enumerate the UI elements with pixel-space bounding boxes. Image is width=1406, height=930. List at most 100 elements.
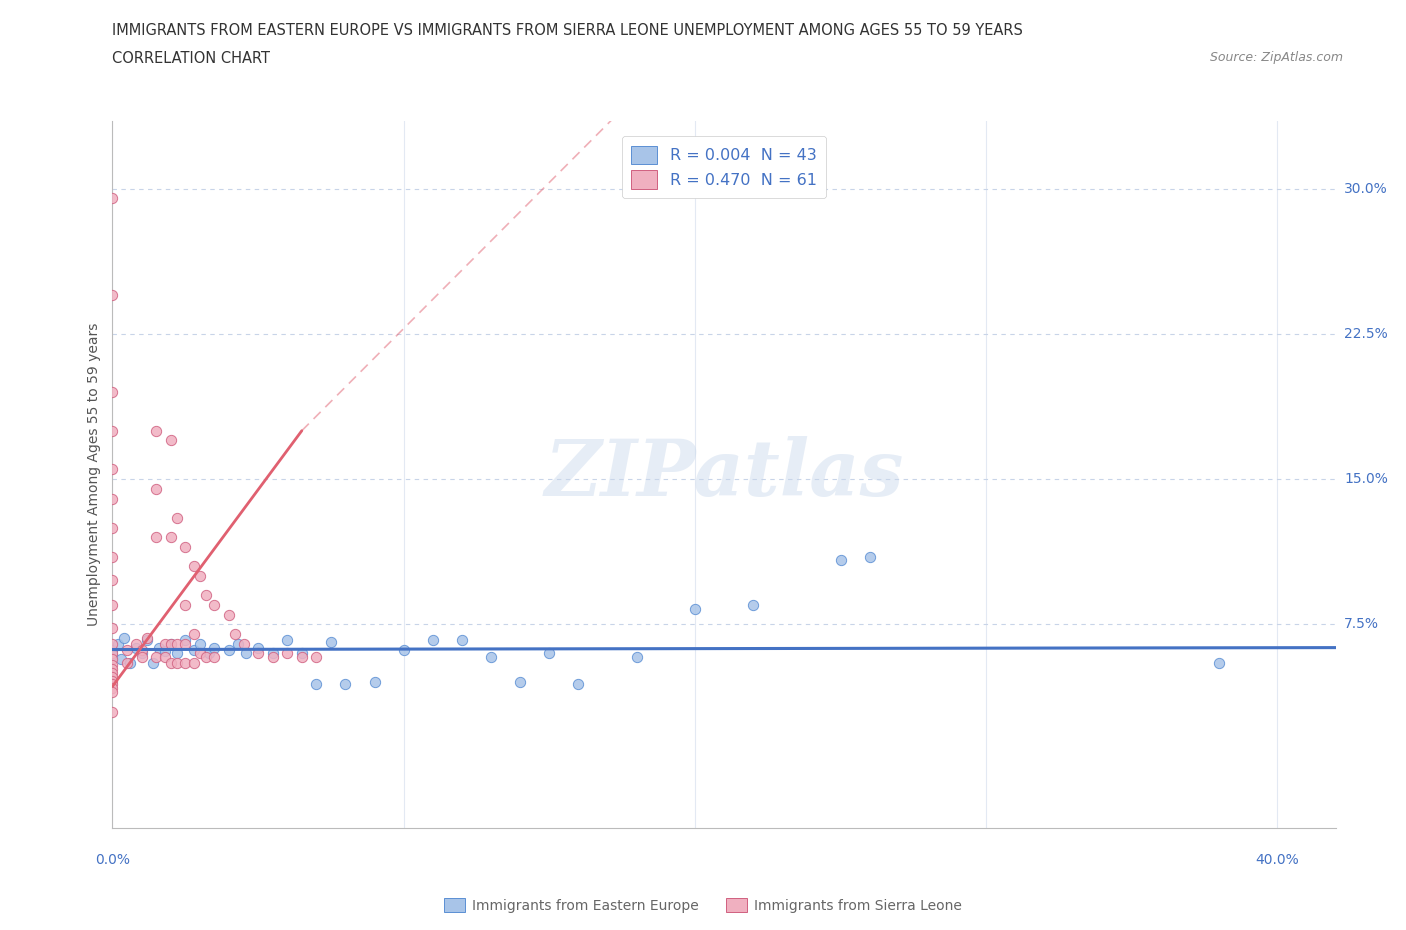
Point	[136, 631, 159, 645]
Point	[232, 636, 254, 651]
Point	[188, 636, 211, 651]
Point	[136, 632, 159, 647]
Point	[218, 607, 240, 622]
Point	[101, 646, 124, 661]
Text: Source: ZipAtlas.com: Source: ZipAtlas.com	[1209, 51, 1343, 64]
Point	[194, 650, 217, 665]
Point	[107, 636, 129, 651]
Point	[335, 677, 357, 692]
Point	[683, 602, 706, 617]
Point	[166, 636, 188, 651]
Point	[101, 684, 124, 699]
Point	[204, 640, 226, 655]
Point	[166, 656, 188, 671]
Point	[276, 646, 298, 661]
Point	[188, 646, 211, 661]
Point	[262, 646, 284, 661]
Point	[101, 572, 124, 587]
Point	[101, 673, 124, 688]
Point	[159, 433, 181, 448]
Point	[262, 650, 284, 665]
Point	[247, 640, 270, 655]
Point	[166, 646, 188, 661]
Point	[101, 642, 124, 657]
Y-axis label: Unemployment Among Ages 55 to 59 years: Unemployment Among Ages 55 to 59 years	[87, 323, 101, 626]
Point	[451, 632, 474, 647]
Point	[276, 632, 298, 647]
Text: CORRELATION CHART: CORRELATION CHART	[112, 51, 270, 66]
Point	[197, 646, 219, 661]
Point	[305, 650, 328, 665]
Point	[1208, 656, 1230, 671]
Point	[101, 520, 124, 535]
Text: 30.0%: 30.0%	[1344, 181, 1388, 195]
Point	[101, 670, 124, 684]
Point	[115, 656, 138, 671]
Point	[538, 646, 561, 661]
Point	[131, 646, 153, 661]
Point	[166, 511, 188, 525]
Point	[112, 631, 135, 645]
Point	[101, 491, 124, 506]
Point	[183, 627, 205, 642]
Point	[142, 656, 165, 671]
Text: 22.5%: 22.5%	[1344, 327, 1388, 341]
Point	[479, 650, 502, 665]
Point	[118, 656, 141, 671]
Point	[153, 636, 176, 651]
Point	[153, 650, 176, 665]
Text: 0.0%: 0.0%	[96, 853, 129, 867]
Point	[115, 642, 138, 657]
Point	[148, 640, 170, 655]
Legend: Immigrants from Eastern Europe, Immigrants from Sierra Leone: Immigrants from Eastern Europe, Immigran…	[439, 893, 967, 919]
Point	[101, 636, 124, 651]
Point	[218, 642, 240, 657]
Point	[174, 656, 197, 671]
Point	[125, 640, 148, 655]
Point	[291, 650, 314, 665]
Point	[363, 675, 385, 690]
Point	[509, 675, 531, 690]
Point	[125, 636, 148, 651]
Point	[145, 423, 167, 438]
Point	[226, 636, 249, 651]
Point	[859, 549, 882, 564]
Text: 7.5%: 7.5%	[1344, 618, 1379, 631]
Point	[626, 650, 648, 665]
Point	[101, 665, 124, 680]
Point	[101, 652, 124, 667]
Point	[145, 530, 167, 545]
Point	[145, 482, 167, 497]
Legend: R = 0.004  N = 43, R = 0.470  N = 61: R = 0.004 N = 43, R = 0.470 N = 61	[621, 136, 827, 198]
Point	[247, 646, 270, 661]
Point	[101, 661, 124, 676]
Point	[145, 650, 167, 665]
Point	[101, 191, 124, 206]
Point	[174, 636, 197, 651]
Text: ZIPatlas: ZIPatlas	[544, 436, 904, 512]
Point	[159, 656, 181, 671]
Point	[567, 677, 589, 692]
Point	[174, 632, 197, 647]
Point	[131, 642, 153, 657]
Point	[101, 423, 124, 438]
Point	[204, 650, 226, 665]
Point	[392, 642, 415, 657]
Point	[183, 656, 205, 671]
Text: IMMIGRANTS FROM EASTERN EUROPE VS IMMIGRANTS FROM SIERRA LEONE UNEMPLOYMENT AMON: IMMIGRANTS FROM EASTERN EUROPE VS IMMIGR…	[112, 23, 1024, 38]
Point	[159, 636, 181, 651]
Point	[235, 646, 257, 661]
Point	[101, 681, 124, 696]
Point	[319, 634, 342, 649]
Point	[101, 704, 124, 719]
Point	[101, 385, 124, 400]
Point	[183, 642, 205, 657]
Point	[204, 598, 226, 613]
Text: 40.0%: 40.0%	[1256, 853, 1299, 867]
Point	[174, 598, 197, 613]
Point	[101, 287, 124, 302]
Point	[422, 632, 444, 647]
Point	[174, 539, 197, 554]
Point	[742, 598, 765, 613]
Point	[224, 627, 246, 642]
